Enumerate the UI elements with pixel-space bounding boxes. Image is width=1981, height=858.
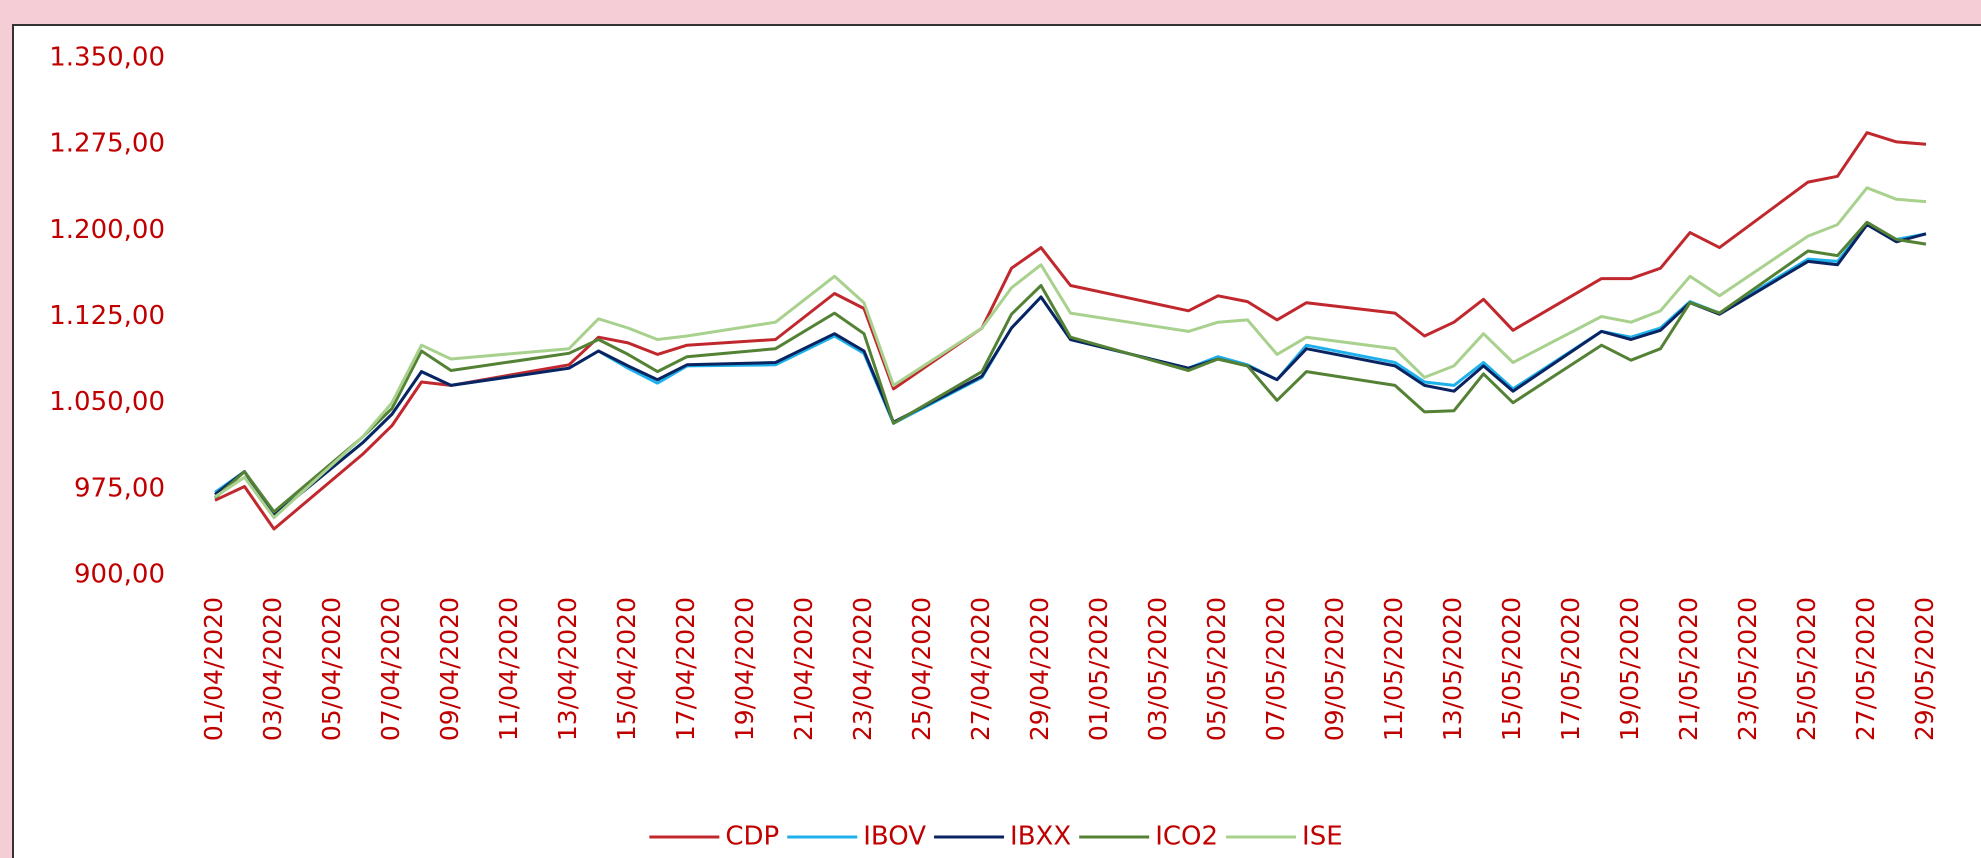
x-tick-label: 29/04/2020 xyxy=(1025,597,1054,741)
y-tick-label: 1.275,00 xyxy=(49,129,165,159)
x-tick-label: 25/04/2020 xyxy=(907,597,936,741)
x-tick-label: 01/05/2020 xyxy=(1084,597,1113,741)
y-tick-label: 1.050,00 xyxy=(49,387,165,417)
y-tick-label: 1.125,00 xyxy=(49,301,165,331)
x-tick-label: 27/05/2020 xyxy=(1851,597,1880,741)
x-tick-label: 01/04/2020 xyxy=(199,597,228,741)
y-tick-label: 900,00 xyxy=(74,560,165,590)
series-line xyxy=(214,131,1927,531)
x-tick-label: 15/04/2020 xyxy=(612,597,641,741)
x-tick-label: 05/05/2020 xyxy=(1202,597,1231,741)
x-tick-label: 07/04/2020 xyxy=(376,597,405,741)
x-tick-label: 09/05/2020 xyxy=(1320,597,1349,741)
x-tick-label: 21/04/2020 xyxy=(789,597,818,741)
x-tick-label: 05/04/2020 xyxy=(317,597,346,741)
x-tick-label: 23/05/2020 xyxy=(1733,597,1762,741)
x-tick-label: 19/04/2020 xyxy=(730,597,759,741)
series-line xyxy=(213,220,1927,514)
y-tick-label: 1.200,00 xyxy=(49,215,165,245)
x-tick-label: 19/05/2020 xyxy=(1615,597,1644,741)
x-tick-label: 07/05/2020 xyxy=(1261,597,1290,741)
x-tick-label: 15/05/2020 xyxy=(1497,597,1526,741)
x-tick-label: 27/04/2020 xyxy=(966,597,995,741)
x-tick-label: 03/04/2020 xyxy=(258,597,287,741)
x-tick-label: 29/05/2020 xyxy=(1910,597,1939,741)
x-tick-label: 11/04/2020 xyxy=(494,597,523,741)
x-tick-label: 17/05/2020 xyxy=(1556,597,1585,741)
legend-label: IBOV xyxy=(863,822,926,852)
series-line xyxy=(214,186,1927,520)
x-tick-label: 13/05/2020 xyxy=(1438,597,1467,741)
chart-panel xyxy=(12,24,1981,858)
x-tick-label: 09/04/2020 xyxy=(435,597,464,741)
y-tick-label: 975,00 xyxy=(74,473,165,503)
x-tick-label: 11/05/2020 xyxy=(1379,597,1408,741)
y-tick-label: 1.350,00 xyxy=(49,43,165,73)
legend-label: IBXX xyxy=(1010,822,1071,852)
legend-label: ICO2 xyxy=(1155,822,1218,852)
x-tick-label: 23/04/2020 xyxy=(848,597,877,741)
legend-label: ISE xyxy=(1302,822,1343,852)
x-tick-label: 21/05/2020 xyxy=(1674,597,1703,741)
x-tick-label: 17/04/2020 xyxy=(671,597,700,741)
x-tick-label: 03/05/2020 xyxy=(1143,597,1172,741)
x-tick-label: 13/04/2020 xyxy=(553,597,582,741)
x-tick-label: 25/05/2020 xyxy=(1792,597,1821,741)
legend-label: CDP xyxy=(725,822,779,852)
